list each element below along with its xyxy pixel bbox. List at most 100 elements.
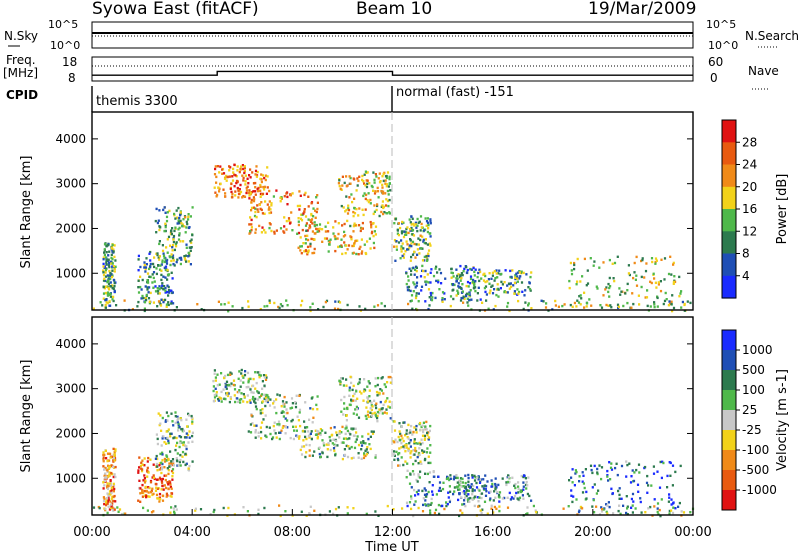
data-cell	[340, 377, 343, 380]
data-cell	[222, 188, 225, 191]
data-cell	[303, 208, 306, 211]
data-cell	[153, 265, 156, 269]
data-cell	[282, 415, 285, 418]
data-cell	[357, 443, 361, 447]
data-cell	[418, 476, 421, 479]
data-cell	[262, 374, 266, 377]
data-cell	[107, 467, 111, 470]
data-cell	[176, 459, 179, 463]
data-cell	[375, 208, 378, 212]
data-cell	[351, 200, 354, 204]
data-cell	[645, 262, 648, 265]
data-cell	[327, 230, 330, 233]
data-cell	[164, 291, 167, 294]
data-cell	[522, 271, 525, 275]
data-cell	[110, 488, 113, 492]
data-cell	[683, 309, 686, 312]
data-cell	[227, 175, 230, 178]
data-cell	[459, 481, 462, 485]
data-cell	[302, 212, 305, 215]
data-cell	[298, 394, 301, 397]
data-cell	[583, 257, 586, 261]
nave-label: Nave	[748, 64, 779, 78]
data-cell	[426, 217, 429, 220]
data-cell	[426, 243, 429, 246]
data-cell	[415, 424, 418, 428]
data-cell	[111, 243, 114, 247]
data-cell	[382, 179, 385, 183]
data-cell	[102, 285, 105, 288]
data-cell	[234, 194, 237, 197]
data-cell	[420, 462, 423, 465]
data-cell	[437, 281, 440, 284]
data-cell	[104, 476, 107, 479]
data-cell	[421, 489, 424, 493]
data-cell	[159, 303, 162, 306]
data-cell	[393, 420, 396, 423]
data-cell	[278, 504, 281, 507]
data-cell	[578, 480, 581, 483]
data-cell	[273, 232, 276, 235]
data-cell	[137, 286, 140, 289]
data-cell	[523, 294, 526, 297]
data-cell	[259, 183, 262, 187]
data-cell	[259, 177, 262, 181]
data-cell	[102, 265, 105, 268]
data-cell	[307, 218, 310, 221]
data-cell	[157, 219, 160, 222]
data-cell	[152, 492, 155, 496]
y-tick-label: 4000	[55, 337, 86, 351]
data-cell	[399, 226, 402, 230]
data-cell	[304, 234, 307, 238]
data-cell	[499, 287, 502, 290]
data-cell	[238, 389, 241, 392]
data-cell	[414, 459, 417, 463]
data-cell	[426, 259, 429, 262]
data-cell	[350, 457, 353, 460]
data-cell	[374, 415, 378, 418]
data-cell	[143, 307, 146, 310]
data-cell	[484, 280, 487, 284]
data-cell	[429, 218, 432, 221]
data-cell	[182, 240, 185, 243]
data-cell	[454, 476, 457, 480]
data-cell	[172, 256, 175, 260]
data-cell	[358, 175, 361, 178]
data-cell	[299, 424, 302, 428]
data-cell	[606, 469, 609, 473]
data-cell	[283, 216, 286, 219]
data-cell	[185, 462, 188, 465]
data-cell	[298, 437, 301, 440]
data-cell	[254, 228, 257, 231]
data-cell	[362, 440, 365, 443]
data-cell	[469, 496, 472, 500]
data-cell	[672, 282, 675, 285]
power-colorbar-label: Power [dB]	[775, 174, 790, 245]
data-cell	[467, 480, 470, 483]
data-cell	[111, 502, 114, 505]
data-cell	[420, 226, 423, 229]
data-cell	[635, 274, 638, 277]
data-cell	[273, 406, 276, 409]
data-cell	[477, 271, 480, 275]
data-cell	[335, 431, 338, 434]
data-cell	[490, 504, 493, 507]
data-cell	[172, 238, 175, 241]
data-cell	[417, 462, 420, 465]
data-cell	[327, 443, 330, 446]
data-cell	[540, 299, 543, 302]
data-cell	[318, 446, 321, 449]
data-cell	[377, 177, 380, 180]
data-cell	[141, 278, 144, 282]
data-cell	[306, 229, 309, 232]
data-cell	[304, 249, 308, 253]
data-cell	[161, 282, 164, 285]
data-cell	[575, 305, 578, 308]
data-cell	[141, 495, 144, 498]
data-cell	[627, 272, 630, 275]
data-cell	[477, 286, 480, 289]
data-cell	[111, 298, 114, 301]
data-cell	[414, 296, 418, 300]
data-cell	[110, 256, 113, 260]
data-cell	[278, 306, 281, 310]
